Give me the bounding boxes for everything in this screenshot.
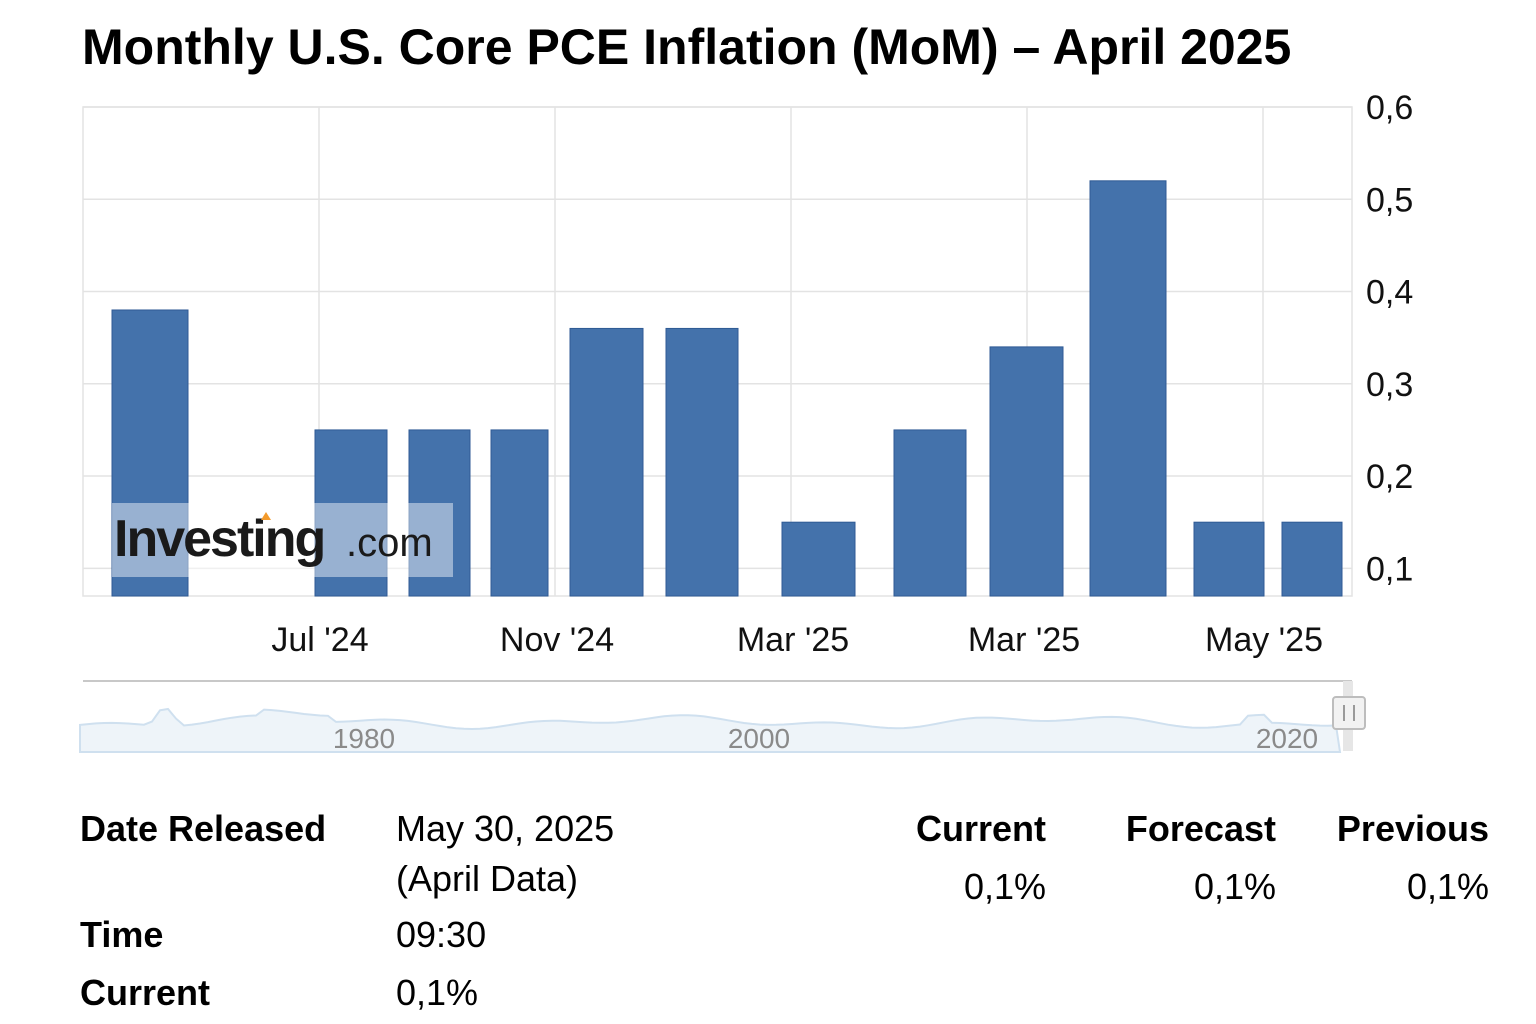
y-tick-label-5: 0,6 bbox=[1366, 89, 1413, 127]
x-tick-label-0: Jul '24 bbox=[271, 621, 368, 659]
bar-9[interactable] bbox=[1089, 180, 1167, 597]
navigator-handle-icon[interactable] bbox=[1332, 696, 1366, 730]
stat-forecast-label: Forecast bbox=[1125, 808, 1276, 849]
navigator-label-0: 1980 bbox=[333, 723, 395, 754]
current-label: Current bbox=[80, 972, 211, 1013]
y-tick-label-0: 0,1 bbox=[1366, 550, 1413, 588]
watermark: Investing .com bbox=[112, 503, 453, 577]
date-released-label: Date Released bbox=[80, 808, 327, 849]
stat-previous-value: 0,1% bbox=[1406, 866, 1489, 907]
bar-10[interactable] bbox=[1193, 521, 1265, 597]
y-tick-label-4: 0,5 bbox=[1366, 181, 1413, 219]
x-tick-label-1: Nov '24 bbox=[500, 621, 614, 659]
date-released-note: (April Data) bbox=[396, 858, 579, 899]
stat-forecast-value: 0,1% bbox=[1193, 866, 1276, 907]
bar-series[interactable] bbox=[111, 180, 1343, 597]
watermark-accent-icon bbox=[261, 512, 271, 520]
x-tick-label-4: May '25 bbox=[1205, 621, 1323, 659]
bar-11[interactable] bbox=[1281, 521, 1343, 597]
x-tick-label-2: Mar '25 bbox=[737, 621, 849, 659]
bar-5[interactable] bbox=[665, 327, 739, 597]
bar-3[interactable] bbox=[490, 429, 549, 597]
time-value: 09:30 bbox=[396, 914, 487, 955]
bar-chart: Investing .com 0,1 0,2 0,3 0,4 0,5 0,6 Jul '24… bbox=[79, 89, 1506, 770]
y-tick-label-1: 0,2 bbox=[1366, 458, 1413, 496]
y-tick-label-2: 0,3 bbox=[1366, 366, 1413, 404]
bar-4[interactable] bbox=[569, 327, 644, 597]
y-tick-label-3: 0,4 bbox=[1366, 274, 1413, 312]
watermark-box bbox=[112, 503, 453, 577]
x-tick-label-3: Mar '25 bbox=[968, 621, 1080, 659]
navigator-label-2: 2020 bbox=[1256, 723, 1318, 754]
x-axis: Jul '24 Nov '24 Mar '25 Mar '25 May '25 bbox=[271, 621, 1323, 659]
time-label: Time bbox=[80, 914, 164, 955]
bar-6[interactable] bbox=[781, 521, 856, 597]
range-navigator[interactable]: 1980 2000 2020 bbox=[79, 680, 1506, 770]
navigator-label-1: 2000 bbox=[728, 723, 790, 754]
bar-0[interactable] bbox=[111, 309, 189, 597]
navigator-series bbox=[79, 707, 1342, 753]
chart-title: Monthly U.S. Core PCE Inflation (MoM) – … bbox=[82, 19, 1292, 75]
bar-7[interactable] bbox=[893, 429, 967, 597]
bar-1[interactable] bbox=[314, 429, 388, 597]
date-released-value: May 30, 2025 bbox=[396, 808, 615, 849]
stat-current-label: Current bbox=[915, 808, 1046, 849]
watermark-brand: Investing bbox=[114, 510, 324, 568]
y-axis: 0,1 0,2 0,3 0,4 0,5 0,6 bbox=[1366, 89, 1413, 588]
watermark-suffix: .com bbox=[346, 521, 433, 565]
stat-current-value: 0,1% bbox=[963, 866, 1046, 907]
bar-2[interactable] bbox=[408, 429, 471, 597]
current-value: 0,1% bbox=[396, 972, 479, 1013]
stat-previous-label: Previous bbox=[1336, 808, 1489, 849]
bar-8[interactable] bbox=[989, 346, 1064, 597]
